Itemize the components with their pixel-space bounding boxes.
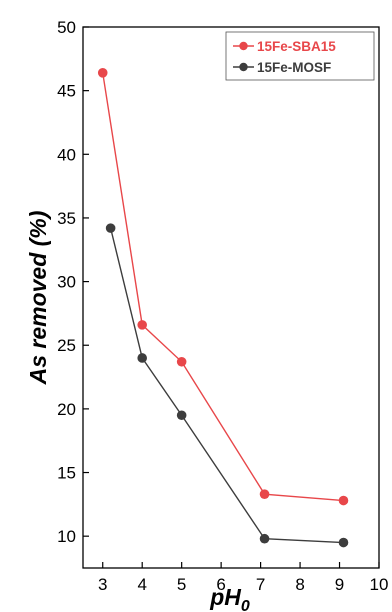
x-tick-label: 7 [256, 575, 265, 594]
data-point-15fe-sba15 [137, 320, 147, 330]
x-tick-label: 8 [295, 575, 304, 594]
data-point-15fe-sba15 [176, 356, 187, 367]
legend-marker-15fe-mosf [239, 62, 248, 72]
y-tick-label: 30 [57, 273, 76, 292]
x-tick-label: 9 [335, 575, 344, 594]
x-axis-title-subscript: 0 [241, 598, 250, 612]
data-point-15fe-mosf [259, 533, 270, 544]
y-tick-label: 40 [57, 145, 76, 164]
y-tick-label: 35 [57, 209, 76, 228]
series-line-15fe-mosf [109, 227, 344, 544]
y-tick-label: 45 [57, 82, 76, 101]
legend-label-15fe-mosf: 15Fe-MOSF [257, 60, 331, 75]
series-line-15fe-sba15 [102, 72, 344, 502]
data-point-15fe-mosf [137, 353, 147, 363]
plot-frame [82, 26, 380, 569]
data-point-15fe-sba15 [97, 68, 108, 78]
legend-label-15fe-sba15: 15Fe-SBA15 [257, 39, 336, 54]
data-point-15fe-sba15 [338, 495, 349, 506]
y-tick-label: 15 [57, 464, 76, 483]
series-15fe-mosf [105, 223, 349, 548]
legend-marker-15fe-sba15 [239, 41, 248, 51]
legend-box [225, 31, 375, 81]
data-point-15fe-mosf [176, 410, 187, 421]
y-tick-label: 10 [57, 527, 76, 546]
legend: 15Fe-SBA15 15Fe-MOSF [225, 31, 375, 81]
x-tick-label: 10 [370, 575, 389, 594]
x-axis-title: pH0 [209, 584, 250, 612]
x-tick-label: 5 [177, 575, 186, 594]
x-tick-label: 6 [216, 575, 225, 594]
series-15fe-sba15 [97, 68, 349, 506]
y-tick-label: 20 [57, 400, 76, 419]
x-tick-label: 4 [137, 575, 146, 594]
y-axis-title: As removed (%) [25, 211, 51, 386]
x-tick-label: 3 [98, 575, 107, 594]
series-layer [97, 68, 349, 548]
data-point-15fe-mosf [338, 537, 349, 548]
data-point-15fe-sba15 [259, 489, 270, 499]
y-tick-label: 50 [57, 18, 76, 37]
data-point-15fe-mosf [105, 223, 116, 233]
x-axis-title-main: pH [209, 584, 241, 610]
y-tick-label: 25 [57, 336, 76, 355]
